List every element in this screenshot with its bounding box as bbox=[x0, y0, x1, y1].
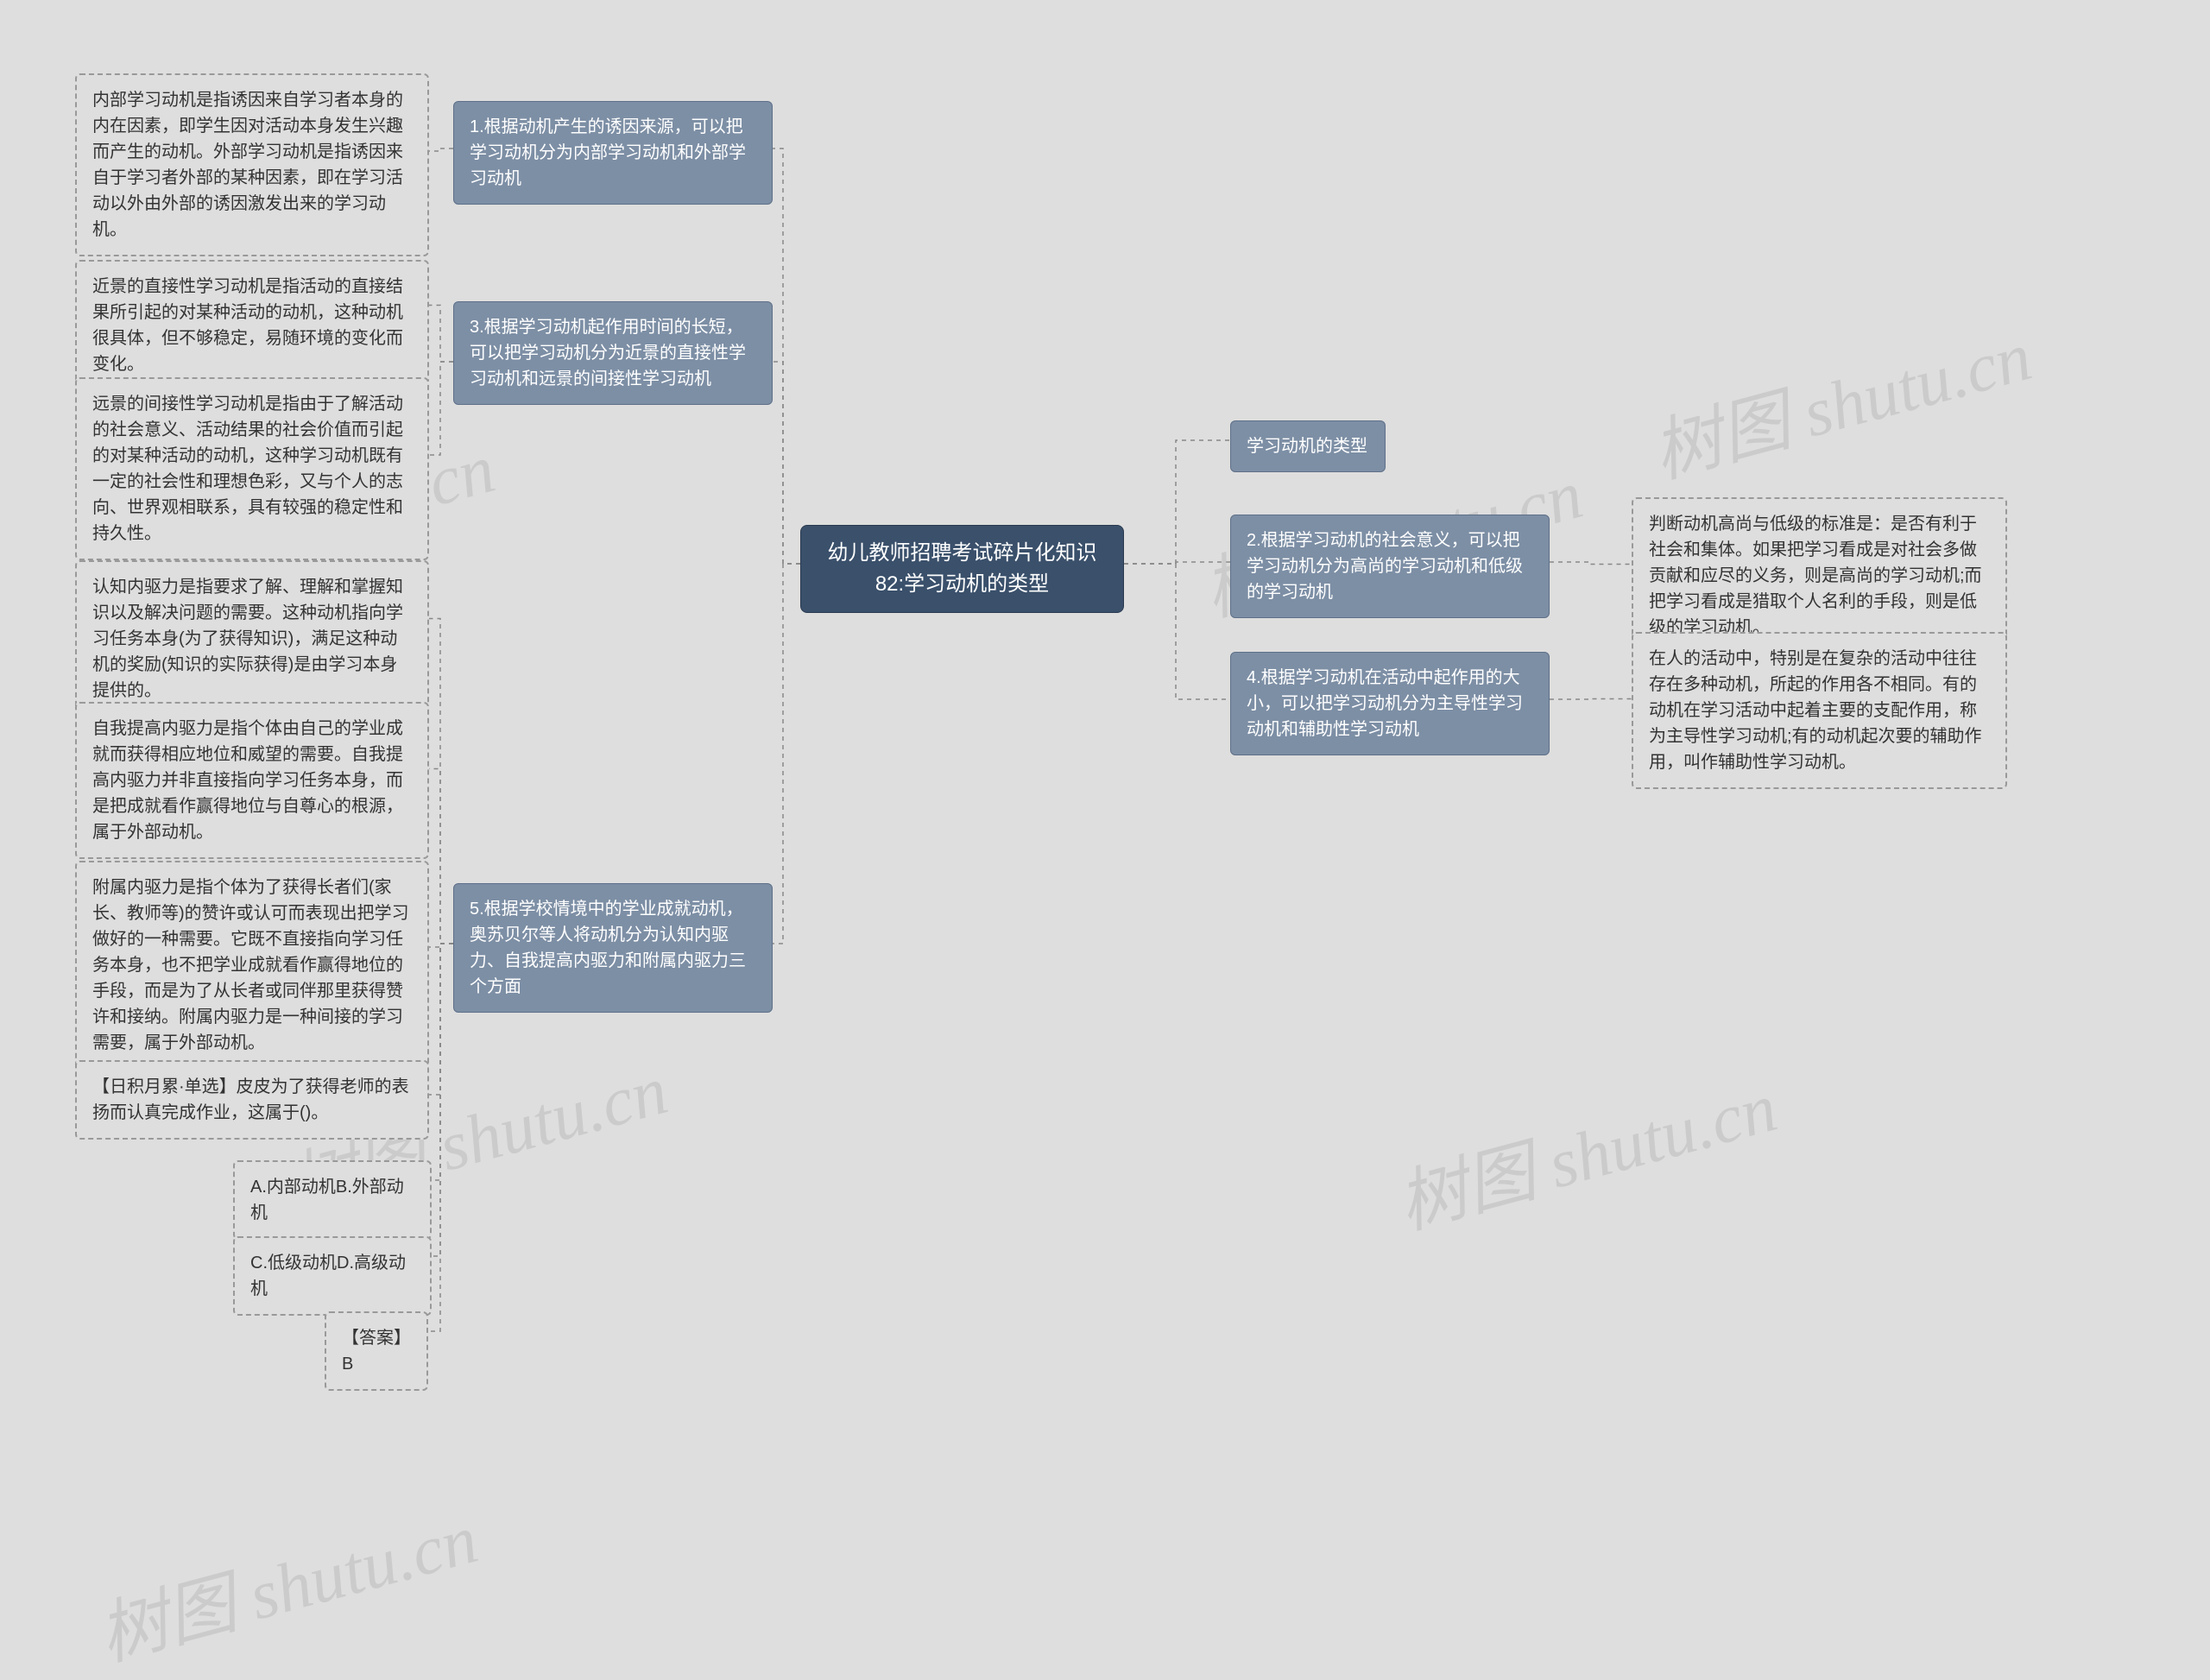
right-branch-1-label: 2.根据学习动机的社会意义，可以把学习动机分为高尚的学习动机和低级的学习动机 bbox=[1247, 531, 1523, 602]
right-branch-0[interactable]: 学习动机的类型 bbox=[1230, 420, 1386, 472]
left-leaf-2[interactable]: 远景的间接性学习动机是指由于了解活动的社会意义、活动结果的社会价值而引起的对某种… bbox=[75, 377, 429, 560]
left-leaf-6[interactable]: 【日积月累·单选】皮皮为了获得老师的表扬而认真完成作业，这属于()。 bbox=[75, 1060, 429, 1140]
left-branch-1[interactable]: 3.根据学习动机起作用时间的长短，可以把学习动机分为近景的直接性学习动机和远景的… bbox=[453, 301, 773, 405]
right-branch-1[interactable]: 2.根据学习动机的社会意义，可以把学习动机分为高尚的学习动机和低级的学习动机 bbox=[1230, 515, 1550, 618]
left-leaf-3[interactable]: 认知内驱力是指要求了解、理解和掌握知识以及解决问题的需要。这种动机指向学习任务本… bbox=[75, 560, 429, 717]
left-leaf-4-label: 自我提高内驱力是指个体由自己的学业成就而获得相应地位和威望的需要。自我提高内驱力… bbox=[92, 719, 403, 842]
left-branch-2-label: 5.根据学校情境中的学业成就动机，奥苏贝尔等人将动机分为认知内驱力、自我提高内驱… bbox=[470, 900, 746, 996]
left-branch-0-label: 1.根据动机产生的诱因来源，可以把学习动机分为内部学习动机和外部学习动机 bbox=[470, 117, 746, 188]
left-leaf-3-label: 认知内驱力是指要求了解、理解和掌握知识以及解决问题的需要。这种动机指向学习任务本… bbox=[92, 578, 403, 700]
right-branch-2[interactable]: 4.根据学习动机在活动中起作用的大小，可以把学习动机分为主导性学习动机和辅助性学… bbox=[1230, 652, 1550, 755]
watermark-4: 树图 shutu.cn bbox=[1386, 1052, 1786, 1248]
watermark-2: 树图 shutu.cn bbox=[86, 1483, 487, 1680]
right-leaf-0-label: 判断动机高尚与低级的标准是：是否有利于社会和集体。如果把学习看成是对社会多做贡献… bbox=[1649, 515, 1982, 637]
left-leaf-5[interactable]: 附属内驱力是指个体为了获得长者们(家长、教师等)的赞许或认可而表现出把学习做好的… bbox=[75, 861, 429, 1070]
right-leaf-1-label: 在人的活动中，特别是在复杂的活动中往往存在多种动机，所起的作用各不相同。有的动机… bbox=[1649, 649, 1982, 772]
right-branch-2-label: 4.根据学习动机在活动中起作用的大小，可以把学习动机分为主导性学习动机和辅助性学… bbox=[1247, 668, 1523, 739]
right-leaf-1[interactable]: 在人的活动中，特别是在复杂的活动中往往存在多种动机，所起的作用各不相同。有的动机… bbox=[1632, 632, 2007, 789]
root-node[interactable]: 幼儿教师招聘考试碎片化知识82:学习动机的类型 bbox=[800, 525, 1124, 613]
right-branch-0-label: 学习动机的类型 bbox=[1247, 437, 1367, 456]
root-label: 幼儿教师招聘考试碎片化知识82:学习动机的类型 bbox=[828, 541, 1097, 596]
left-leaf-0[interactable]: 内部学习动机是指诱因来自学习者本身的内在因素，即学生因对活动本身发生兴趣而产生的… bbox=[75, 73, 429, 256]
left-leaf-8-label: C.低级动机D.高级动机 bbox=[250, 1254, 406, 1298]
left-leaf-7-label: A.内部动机B.外部动机 bbox=[250, 1178, 404, 1222]
left-leaf-2-label: 远景的间接性学习动机是指由于了解活动的社会意义、活动结果的社会价值而引起的对某种… bbox=[92, 395, 403, 543]
left-leaf-9[interactable]: 【答案】B bbox=[325, 1311, 428, 1391]
right-leaf-0[interactable]: 判断动机高尚与低级的标准是：是否有利于社会和集体。如果把学习看成是对社会多做贡献… bbox=[1632, 497, 2007, 654]
left-leaf-5-label: 附属内驱力是指个体为了获得长者们(家长、教师等)的赞许或认可而表现出把学习做好的… bbox=[92, 878, 409, 1052]
left-leaf-8[interactable]: C.低级动机D.高级动机 bbox=[233, 1236, 432, 1316]
left-branch-0[interactable]: 1.根据动机产生的诱因来源，可以把学习动机分为内部学习动机和外部学习动机 bbox=[453, 101, 773, 205]
left-leaf-4[interactable]: 自我提高内驱力是指个体由自己的学业成就而获得相应地位和威望的需要。自我提高内驱力… bbox=[75, 702, 429, 859]
left-branch-1-label: 3.根据学习动机起作用时间的长短，可以把学习动机分为近景的直接性学习动机和远景的… bbox=[470, 318, 746, 388]
left-leaf-0-label: 内部学习动机是指诱因来自学习者本身的内在因素，即学生因对活动本身发生兴趣而产生的… bbox=[92, 91, 403, 239]
left-leaf-6-label: 【日积月累·单选】皮皮为了获得老师的表扬而认真完成作业，这属于()。 bbox=[92, 1077, 409, 1122]
left-leaf-9-label: 【答案】B bbox=[342, 1329, 411, 1374]
watermark-5: 树图 shutu.cn bbox=[1640, 300, 2041, 497]
left-leaf-1[interactable]: 近景的直接性学习动机是指活动的直接结果所引起的对某种活动的动机，这种动机很具体，… bbox=[75, 260, 429, 391]
left-leaf-7[interactable]: A.内部动机B.外部动机 bbox=[233, 1160, 432, 1240]
left-branch-2[interactable]: 5.根据学校情境中的学业成就动机，奥苏贝尔等人将动机分为认知内驱力、自我提高内驱… bbox=[453, 883, 773, 1013]
left-leaf-1-label: 近景的直接性学习动机是指活动的直接结果所引起的对某种活动的动机，这种动机很具体，… bbox=[92, 277, 403, 374]
